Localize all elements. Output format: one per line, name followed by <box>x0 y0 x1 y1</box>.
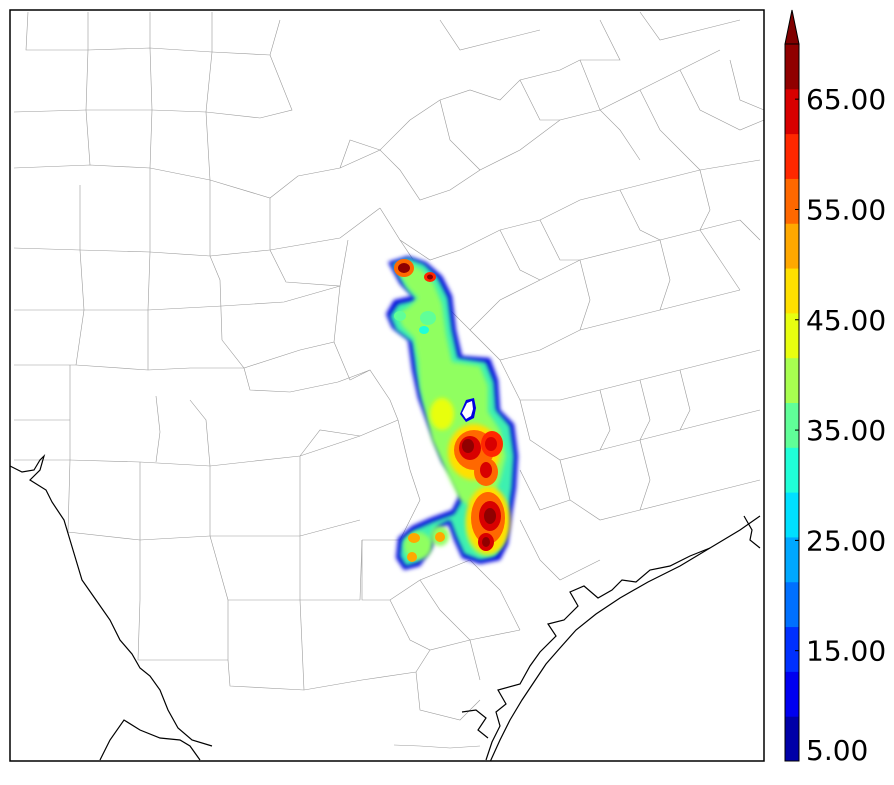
colorbar-tick-label: 25.00 <box>806 524 886 557</box>
county-boundaries <box>13 11 764 749</box>
colorbar-tick-labels: 5.00 15.00 25.00 35.00 45.00 55.00 65.00 <box>806 83 886 767</box>
map-panel <box>10 10 764 761</box>
map-frame <box>9 9 765 762</box>
reflectivity-hole <box>460 398 476 422</box>
colorbar-extend-arrow <box>784 9 800 45</box>
colorbar-tick-label: 15.00 <box>806 635 886 668</box>
colorbar-tick-label: 35.00 <box>806 414 886 447</box>
colorbar-swatch <box>785 716 799 762</box>
colorbar-swatch <box>785 312 799 359</box>
colorbar-swatch <box>785 626 799 672</box>
colorbar-ticks <box>795 98 799 762</box>
colorbar-swatch <box>785 671 799 717</box>
colorbar-tick-label: 65.00 <box>806 83 886 116</box>
colorbar-swatch <box>785 88 799 135</box>
colorbar-outline <box>784 43 800 762</box>
colorbar-swatch <box>785 536 799 583</box>
reflectivity-field <box>386 256 518 570</box>
colorbar-swatch <box>785 402 799 448</box>
colorbar-swatch <box>785 447 799 493</box>
colorbar-swatch <box>785 357 799 403</box>
colorbar-swatch <box>785 268 799 314</box>
colorbar-swatch <box>785 492 799 538</box>
colorbar-swatch <box>785 133 799 179</box>
coastline <box>10 453 761 761</box>
colorbar-tick-label: 55.00 <box>806 193 886 226</box>
colorbar-swatch <box>785 44 799 90</box>
reflectivity-cores <box>394 259 510 562</box>
colorbar-swatch <box>785 223 799 269</box>
colorbar-swatch <box>785 581 799 628</box>
colorbar-tick-label: 5.00 <box>806 734 868 767</box>
colorbar-swatches <box>785 44 799 762</box>
colorbar: 5.00 15.00 25.00 35.00 45.00 55.00 65.00 <box>784 9 886 767</box>
colorbar-swatch <box>785 178 799 224</box>
colorbar-tick-label: 45.00 <box>806 304 886 337</box>
